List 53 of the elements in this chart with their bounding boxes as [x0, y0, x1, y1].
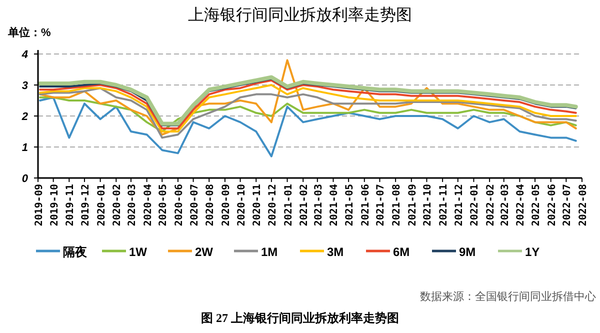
x-tick-label: 2019-09 — [34, 184, 45, 226]
x-tick-label: 2020-10 — [236, 184, 248, 226]
x-tick-label: 2021-02 — [299, 184, 310, 226]
legend-label: 1M — [261, 245, 278, 259]
x-tick-label: 2022-01 — [470, 184, 481, 226]
ylabel: 单位：% — [8, 27, 51, 39]
x-tick-label: 2021-03 — [313, 184, 324, 226]
y-tick-label: 1 — [22, 142, 28, 154]
x-tick-label: 2020-08 — [205, 184, 216, 226]
x-tick-label: 2022-08 — [578, 184, 589, 226]
x-tick-label: 2022-04 — [516, 184, 527, 226]
y-tick-label: 4 — [20, 49, 28, 61]
x-tick-label: 2021-01 — [283, 184, 294, 226]
x-tick-label: 2020-06 — [174, 184, 185, 226]
legend-label: 9M — [459, 245, 476, 259]
x-tick-label: 2019-10 — [49, 184, 60, 226]
legend-label: 3M — [327, 245, 344, 259]
y-tick-label: 0 — [22, 173, 29, 185]
x-tick-label: 2020-07 — [189, 184, 200, 226]
x-tick-label: 2022-06 — [546, 184, 558, 226]
x-tick-label: 2020-03 — [126, 184, 138, 226]
x-tick-label: 2021-10 — [422, 184, 434, 226]
title: 上海银行间同业拆放利率走势图 — [188, 7, 412, 24]
legend-label: 隔夜 — [63, 245, 88, 259]
x-tick-label: 2019-12 — [80, 184, 92, 226]
x-tick-label: 2021-09 — [407, 184, 418, 226]
y-tick-label: 2 — [20, 111, 28, 123]
x-tick-label: 2022-02 — [486, 184, 497, 226]
x-tick-label: 2020-11 — [252, 184, 264, 226]
x-tick-label: 2022-07 — [562, 184, 574, 226]
legend-label: 1Y — [525, 245, 540, 259]
x-tick-label: 2021-05 — [344, 184, 356, 226]
x-tick-label: 2022-05 — [531, 184, 542, 226]
x-tick-label: 2020-09 — [220, 184, 232, 226]
x-tick-label: 2020-05 — [158, 184, 170, 226]
x-tick-label: 2019-11 — [65, 184, 76, 226]
caption: 图 27 上海银行间同业拆放利率走势图 — [201, 311, 399, 325]
x-tick-label: 2021-12 — [454, 184, 465, 226]
x-tick-label: 2021-06 — [360, 184, 372, 226]
legend-label: 6M — [393, 245, 410, 259]
x-tick-label: 2021-11 — [438, 184, 450, 226]
source-note: 数据来源：全国银行间同业拆借中心 — [420, 290, 596, 303]
x-tick-label: 2022-03 — [500, 184, 511, 226]
y-tick-label: 3 — [22, 80, 28, 92]
x-tick-label: 2021-08 — [392, 184, 403, 226]
x-tick-label: 2021-07 — [376, 184, 387, 226]
x-tick-label: 2020-02 — [112, 184, 124, 226]
x-tick-label: 2020-01 — [96, 184, 108, 226]
legend-label: 2W — [195, 245, 214, 259]
x-tick-label: 2020-04 — [142, 184, 154, 226]
x-tick-label: 2021-04 — [329, 184, 340, 226]
x-tick-label: 2020-12 — [267, 184, 278, 226]
legend-label: 1W — [129, 245, 148, 259]
